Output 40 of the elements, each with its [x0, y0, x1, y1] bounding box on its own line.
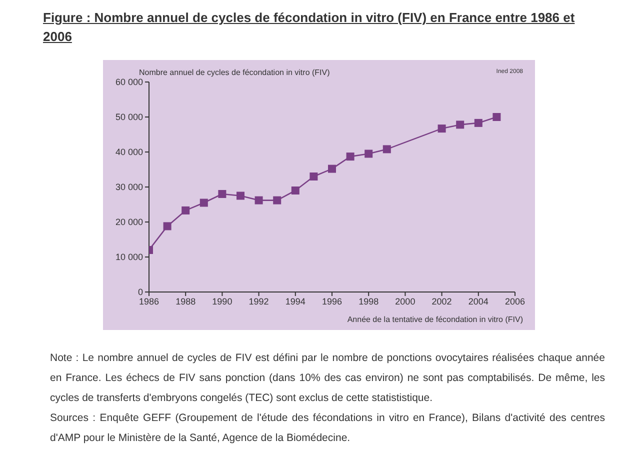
- point: [182, 206, 190, 214]
- y-tick-label: 10 000: [115, 252, 143, 262]
- point: [273, 196, 282, 204]
- point: [236, 192, 244, 200]
- source-note: Sources : Enquête GEFF (Groupement de l'étude des fécondations in vitro en France), Bilans d'activité des centres d'AMP pour le Ministère de la Santé, Agence de la Biomédecine.: [50, 411, 605, 446]
- point: [456, 120, 464, 129]
- x-tick-label: 2000: [395, 296, 416, 306]
- x-axis-title: Année de la tentative de fécondation in vitro (FIV): [347, 315, 523, 324]
- y-tick-label: 0: [138, 287, 143, 298]
- y-tick-label: 20 000: [115, 217, 143, 228]
- x-tick-label: 1996: [322, 296, 342, 306]
- y-tick-label: 30 000: [115, 182, 143, 192]
- chart-title: Figure : Nombre annuel de cycles de fécondation in vitro (FIV) en France entre 1986 et 2006: [43, 9, 576, 46]
- x-tick-label: 2002: [432, 296, 452, 306]
- point: [163, 222, 172, 230]
- point: [291, 186, 300, 194]
- x-tick-label: 2004: [468, 296, 488, 306]
- point: [382, 145, 391, 154]
- y-tick-label: 40 000: [115, 147, 143, 158]
- x-tick-label: 1994: [285, 296, 306, 306]
- x-tick-label: 1986: [138, 296, 160, 306]
- text: Note : Le nombre annuel de cycles de FIV est défini par le nombre de ponctions ovocytaires réalisées chaque année en France. Les échecs de FIV sans ponction (dans 10% des cas environ) ne sont pas comptabilisés. De même, les cycles de transferts d'embryons congelés (TEC) sont exclus de cette statististique.: [50, 351, 605, 406]
- x-tick-label: 1990: [212, 296, 232, 306]
- y-tick-label: 50 000: [115, 112, 143, 122]
- point: [254, 196, 263, 204]
- x-tick-label: 1998: [358, 296, 379, 306]
- point: [492, 113, 501, 121]
- x-tick-label: 1988: [176, 296, 196, 306]
- point: [438, 124, 446, 133]
- point: [474, 118, 482, 127]
- point: [218, 190, 226, 198]
- x-tick-label: 1992: [248, 296, 269, 306]
- y-axis-title: Nombre annuel de cycles de fécondation in vitro (FIV): [139, 68, 330, 77]
- point: [328, 164, 336, 173]
- y-tick-label: 60 000: [115, 77, 143, 88]
- point: [200, 198, 208, 207]
- point: [346, 152, 354, 161]
- point: [364, 150, 373, 158]
- point: [310, 172, 318, 180]
- x-tick-label: 2006: [504, 296, 526, 306]
